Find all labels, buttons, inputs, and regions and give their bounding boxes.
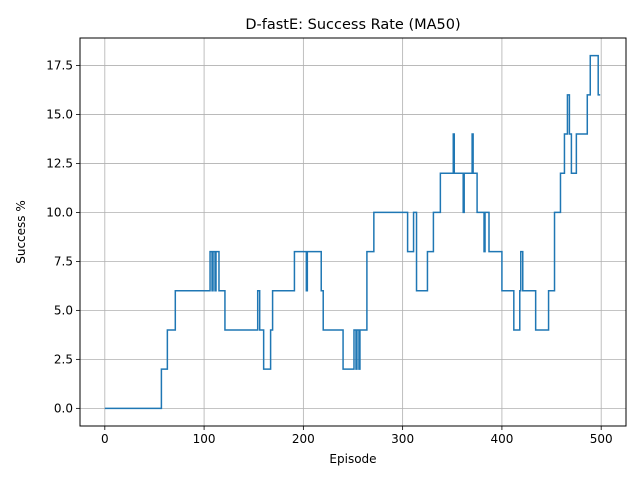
x-tick-label: 400 xyxy=(490,432,513,446)
grid-lines xyxy=(80,38,626,426)
plot-frame xyxy=(79,37,627,427)
y-tick-label: 7.5 xyxy=(54,254,73,268)
axis-ticks: 0 100 200 300 400 500 0.0 2.5 5.0 7.5 10.0 12.5 15.0… xyxy=(46,58,612,446)
chart-title: D-fastE: Success Rate (MA50) xyxy=(245,17,460,33)
y-axis-label: Success % xyxy=(14,200,28,264)
y-tick-label: 15.0 xyxy=(46,107,73,121)
x-axis-label: Episode xyxy=(329,452,376,466)
y-tick-label: 17.5 xyxy=(46,58,73,72)
y-tick-label: 12.5 xyxy=(46,156,73,170)
x-tick-label: 300 xyxy=(391,432,414,446)
success-rate-line xyxy=(104,54,601,410)
x-tick-label: 0 xyxy=(101,432,109,446)
x-tick-label: 200 xyxy=(292,432,315,446)
y-tick-label: 2.5 xyxy=(54,352,73,366)
x-tick-label: 500 xyxy=(590,432,613,446)
series-layer xyxy=(104,54,601,410)
y-tick-label: 5.0 xyxy=(54,303,73,317)
x-tick-label: 100 xyxy=(193,432,216,446)
y-tick-label: 10.0 xyxy=(46,205,73,219)
y-tick-label: 0.0 xyxy=(54,401,73,415)
